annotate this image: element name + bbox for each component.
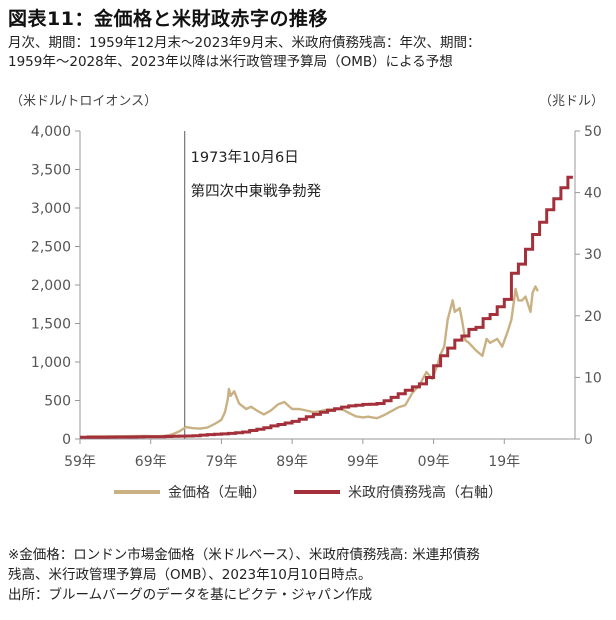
right-tick-label: 0 — [584, 432, 593, 448]
left-axis-unit: （米ドル/トロイオンス） — [10, 94, 158, 109]
x-tick-label: 79年 — [206, 454, 238, 470]
left-tick-label: 1,500 — [31, 317, 71, 333]
legend-label-gold: 金価格（左軸） — [168, 485, 266, 501]
page-title: 図表11：金価格と米財政赤字の推移 — [8, 8, 328, 30]
footnote-line-1: ※金価格：ロンドン市場金価格（米ドルベース）、米政府債務残高: 米連邦債務 — [8, 547, 480, 563]
left-tick-label: 2,000 — [31, 278, 71, 294]
right-tick-label: 50 — [584, 124, 602, 140]
subtitle: 月次、期間：1959年12月末～2023年9月末、米政府債務残高：年次、期間： … — [8, 34, 608, 72]
x-tick-label: 19年 — [488, 454, 520, 470]
government-debt-line — [80, 175, 573, 439]
left-tick-label: 500 — [44, 394, 71, 410]
x-tick-label: 09年 — [418, 454, 450, 470]
legend-item-gold: 金価格（左軸） — [114, 482, 266, 502]
legend-label-debt: 米政府債務残高（右軸） — [348, 485, 502, 501]
right-axis-unit: （兆ドル） — [538, 94, 604, 109]
left-tick-label: 0 — [62, 432, 71, 448]
left-tick-label: 1,000 — [31, 355, 71, 371]
left-tick-label: 3,000 — [31, 201, 71, 217]
legend-swatch-debt — [294, 490, 340, 494]
right-tick-label: 10 — [584, 370, 602, 386]
gold-price-line — [86, 285, 539, 438]
left-tick-label: 2,500 — [31, 240, 71, 256]
footnote-line-2: 残高、米行政管理予算局（OMB）、2023年10月10日時点。 — [8, 567, 372, 583]
source-line: 出所：ブルームバーグのデータを基にピクテ・ジャパン作成 — [8, 587, 373, 603]
left-tick-label: 3,500 — [31, 163, 71, 179]
right-tick-label: 30 — [584, 247, 602, 263]
subtitle-line-2: 1959年～2028年、2023年以降は米行政管理予算局（OMB）による予想 — [8, 54, 453, 70]
line-chart: 05001,0001,5002,0002,5003,0003,5004,0000… — [31, 124, 602, 470]
legend-item-debt: 米政府債務残高（右軸） — [294, 482, 502, 502]
left-tick-label: 4,000 — [31, 124, 71, 140]
annotation-event: 第四次中東戦争勃発 — [191, 182, 322, 200]
x-tick-label: 59年 — [64, 454, 96, 470]
legend: 金価格（左軸） 米政府債務残高（右軸） — [0, 482, 616, 502]
x-tick-label: 69年 — [135, 454, 167, 470]
x-tick-label: 89年 — [276, 454, 308, 470]
annotation-date: 1973年10月6日 — [191, 149, 299, 166]
subtitle-line-1: 月次、期間：1959年12月末～2023年9月末、米政府債務残高：年次、期間： — [8, 35, 481, 51]
right-tick-label: 20 — [584, 309, 602, 325]
right-tick-label: 40 — [584, 186, 602, 202]
x-tick-label: 99年 — [347, 454, 379, 470]
legend-swatch-gold — [114, 490, 160, 494]
footnotes: ※金価格：ロンドン市場金価格（米ドルベース）、米政府債務残高: 米連邦債務 残高… — [8, 545, 608, 605]
